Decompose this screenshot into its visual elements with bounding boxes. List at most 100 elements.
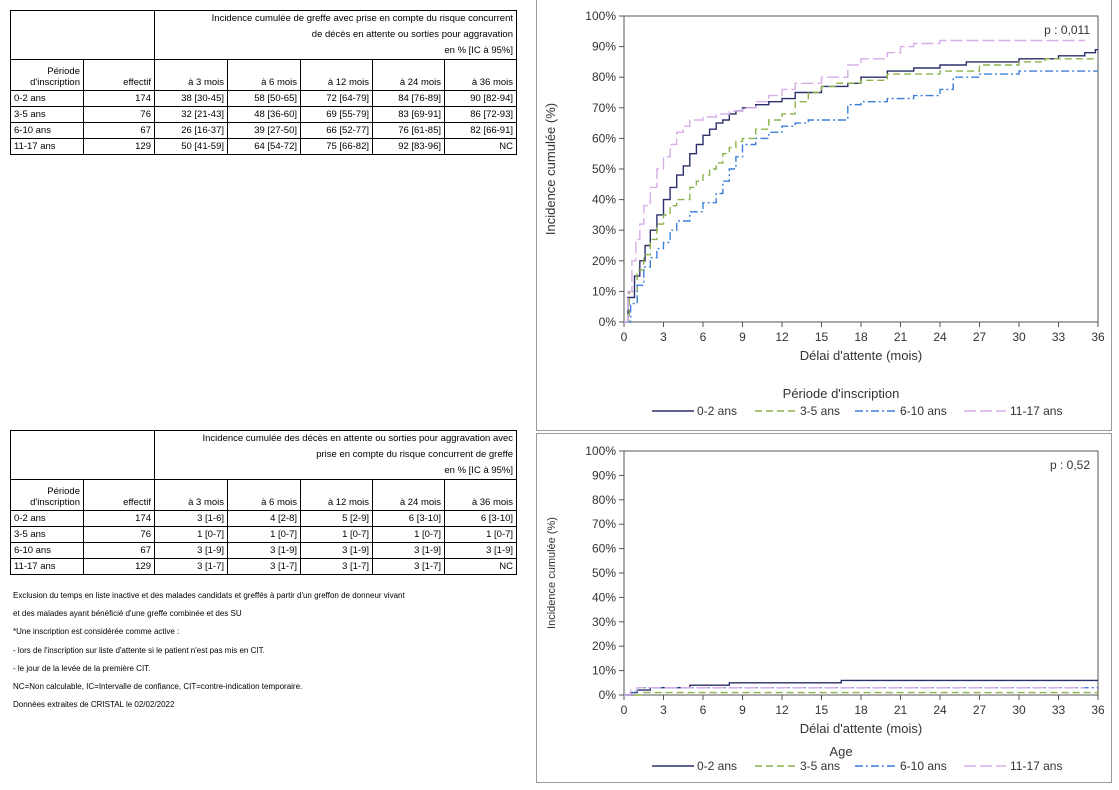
y-tick-label: 100%: [585, 9, 616, 23]
col-header-6m: à 6 mois: [227, 479, 301, 511]
table-title-line-2: de décès en attente ou sorties pour aggr…: [153, 27, 518, 43]
table-cell: 3 [1-9]: [300, 542, 373, 559]
table-row: 0-2 ans 174 3 [1-6] 4 [2-8] 5 [2-9] 6 [3-10] 6…: [10, 510, 518, 527]
x-tick-label: 3: [660, 703, 667, 717]
col-header-period: Période d'inscription: [10, 479, 84, 511]
table-cell: 6 [3-10]: [443, 510, 518, 527]
series-line-1: [624, 49, 1098, 323]
y-tick-label: 80%: [592, 493, 616, 507]
x-tick-label: 21: [894, 330, 908, 344]
x-tick-label: 12: [775, 330, 789, 344]
x-tick-label: 18: [854, 703, 868, 717]
chart-svg: 0%10%20%30%40%50%60%70%80%90%100%0 3 6 9 12 1…: [546, 444, 1105, 773]
col-header-36m: à 36 mois: [443, 479, 518, 511]
table-cell: 58 [50-65]: [227, 90, 301, 107]
col-header-36m: à 36 mois: [443, 59, 518, 91]
table-cell: 6 [3-10]: [372, 510, 445, 527]
y-tick-label: 70%: [592, 101, 616, 115]
death-incidence-chart: 0% 10% 20% 30% 40% 50% 60% 70% 80% 90% 100% 0 3 6 9 12 1…: [536, 433, 1112, 783]
x-tick-label: 15: [815, 330, 829, 344]
col-header-count: effectif: [83, 479, 155, 511]
table-cell: 1 [0-7]: [227, 526, 301, 543]
table-row: 11-17 ans 129 50 [41-59] 64 [54-72] 75 [66-8…: [10, 138, 518, 155]
x-tick-label: 33: [1052, 330, 1066, 344]
table-cell: 3 [1-9]: [154, 542, 228, 559]
p-value-annotation: p : 0,52: [1050, 458, 1090, 472]
col-header-3m: à 3 mois: [154, 479, 228, 511]
series-line-2: [624, 58, 1098, 323]
chart-svg: 0%10%20%30%40%50%60%70%80%90%100%0 3 6 9 12 1…: [543, 9, 1105, 418]
table-cell: 50 [41-59]: [154, 138, 228, 155]
table-cell: 3 [1-9]: [372, 542, 445, 559]
footnote-line: Exclusion du temps en liste inactive et …: [13, 591, 405, 600]
y-tick-label: 0%: [599, 688, 617, 702]
table-cell: 1 [0-7]: [372, 526, 445, 543]
x-tick-label: 27: [973, 703, 987, 717]
footnote-line: Données extraites de CRISTAL le 02/02/20…: [13, 700, 175, 710]
x-tick-label: 36: [1091, 703, 1105, 717]
footnote-line: et des malades ayant bénéficié d'une gre…: [13, 609, 242, 619]
table-cell: 86 [72-93]: [443, 106, 518, 123]
x-tick-label: 6: [700, 330, 707, 344]
x-tick-label: 12: [775, 703, 789, 717]
table-cell: 4 [2-8]: [227, 510, 301, 527]
table-cell: 174: [83, 90, 155, 107]
y-tick-label: 30%: [592, 615, 616, 629]
table-cell: 72 [64-79]: [300, 90, 373, 107]
plot-area: [623, 450, 1099, 696]
table-row: 6-10 ans 67 26 [16-37] 39 [27-50] 66 [52-77]…: [10, 122, 518, 139]
y-tick-label: 20%: [592, 639, 616, 653]
legend-label-1: 0-2 ans: [697, 759, 737, 773]
y-tick-label: 80%: [592, 70, 616, 84]
table-cell: 26 [16-37]: [154, 122, 228, 139]
col-header-12m: à 12 mois: [300, 59, 373, 91]
table-cell: 48 [36-60]: [227, 106, 301, 123]
table-cell: 76 [61-85]: [372, 122, 445, 139]
legend-label-4: 11-17 ans: [1010, 759, 1062, 773]
x-tick-label: 18: [854, 330, 868, 344]
table-title-line-3: en % [IC à 95%]: [153, 43, 518, 60]
legend-label-4: 11-17 ans: [1010, 404, 1062, 418]
table-cell: 3 [1-7]: [300, 558, 373, 575]
y-tick-label: 20%: [592, 254, 616, 268]
table-cell: 69 [55-79]: [300, 106, 373, 123]
table-row: 3-5 ans 76 32 [21-43] 48 [36-60] 69 [55-79] 8…: [10, 106, 518, 123]
row-label: 11-17 ans: [10, 558, 84, 575]
x-axis-label: Délai d'attente (mois): [800, 721, 922, 736]
table-cell: 67: [83, 122, 155, 139]
y-tick-label: 10%: [592, 664, 616, 678]
table-row: 3-5 ans 76 1 [0-7] 1 [0-7] 1 [0-7] 1 [0-7] 1 […: [10, 526, 518, 543]
table-cell: 1 [0-7]: [300, 526, 373, 543]
series-line-3: [624, 70, 1098, 323]
x-tick-label: 21: [894, 703, 908, 717]
legend-label-2: 3-5 ans: [800, 404, 840, 418]
y-tick-label: 40%: [592, 590, 616, 604]
col-header-6m: à 6 mois: [227, 59, 301, 91]
table-cell: 1 [0-7]: [443, 526, 518, 543]
legend-label-3: 6-10 ans: [900, 759, 947, 773]
row-label: 6-10 ans: [10, 122, 84, 139]
legend-label-2: 3-5 ans: [800, 759, 840, 773]
table-cell: 39 [27-50]: [227, 122, 301, 139]
col-header-12m: à 12 mois: [300, 479, 373, 511]
table-cell: 129: [83, 558, 155, 575]
table-cell: 76: [83, 106, 155, 123]
table-cell: 32 [21-43]: [154, 106, 228, 123]
row-label: 0-2 ans: [10, 510, 84, 527]
table-title-line-3: en % [IC à 95%]: [153, 463, 518, 480]
x-tick-label: 9: [739, 703, 746, 717]
footnote-line: - lors de l'inscription sur liste d'atte…: [13, 645, 265, 655]
x-tick-label: 30: [1012, 330, 1026, 344]
col-header-24m: à 24 mois: [372, 59, 445, 91]
legend-label-1: 0-2 ans: [697, 404, 737, 418]
table-cell: 3 [1-9]: [227, 542, 301, 559]
table-cell: 67: [83, 542, 155, 559]
legend-label-3: 6-10 ans: [900, 404, 947, 418]
y-tick-label: 40%: [592, 193, 616, 207]
death-incidence-table: Incidence cumulée des décès en attente o…: [10, 430, 518, 575]
table-cell: 90 [82-94]: [443, 90, 518, 107]
row-label: 3-5 ans: [10, 526, 84, 543]
row-label: 11-17 ans: [10, 138, 84, 155]
col-header-period: Période d'inscription: [10, 59, 84, 91]
row-label: 3-5 ans: [10, 106, 84, 123]
